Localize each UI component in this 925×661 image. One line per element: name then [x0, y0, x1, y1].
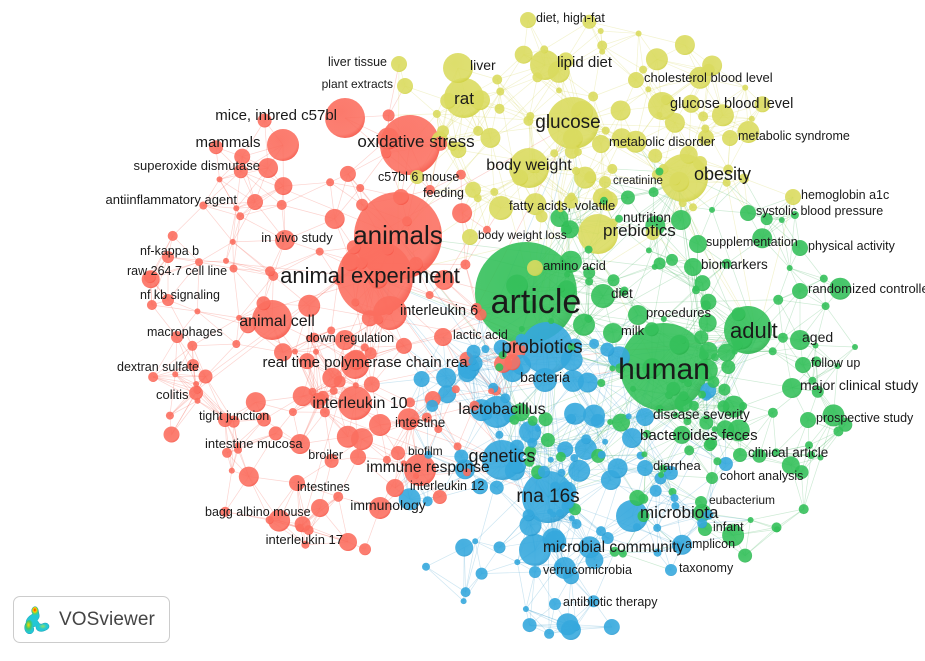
svg-text:dextran sulfate: dextran sulfate: [117, 360, 199, 374]
svg-text:body weight: body weight: [486, 157, 572, 174]
svg-text:adult: adult: [730, 318, 778, 343]
svg-text:glucose: glucose: [535, 112, 601, 133]
svg-text:raw 264.7 cell line: raw 264.7 cell line: [127, 264, 227, 278]
svg-text:lactic acid: lactic acid: [453, 328, 508, 342]
svg-text:amino acid: amino acid: [543, 258, 606, 273]
svg-text:milk: milk: [621, 323, 645, 338]
svg-text:body weight loss: body weight loss: [478, 228, 567, 242]
svg-text:supplementation: supplementation: [706, 235, 798, 249]
svg-text:rat: rat: [454, 89, 474, 108]
svg-text:immunology: immunology: [350, 497, 425, 513]
svg-text:physical activity: physical activity: [808, 239, 896, 253]
svg-text:bacteroides feces: bacteroides feces: [640, 427, 758, 444]
svg-text:liver: liver: [470, 57, 496, 73]
svg-text:diet: diet: [611, 286, 633, 301]
svg-text:intestine: intestine: [395, 415, 445, 430]
svg-text:interleukin 6: interleukin 6: [400, 303, 478, 319]
svg-text:microbial community: microbial community: [543, 539, 685, 556]
svg-text:nf-kappa b: nf-kappa b: [140, 244, 199, 258]
svg-text:lactobacillus: lactobacillus: [458, 401, 545, 418]
svg-text:in vivo study: in vivo study: [261, 230, 333, 245]
svg-text:microbiota: microbiota: [640, 503, 719, 522]
svg-text:tight junction: tight junction: [199, 409, 269, 423]
svg-text:diarrhea: diarrhea: [653, 458, 701, 473]
svg-text:diet, high-fat: diet, high-fat: [536, 11, 605, 25]
svg-text:verrucomicrobia: verrucomicrobia: [543, 563, 632, 577]
svg-text:nutrition: nutrition: [623, 210, 671, 225]
svg-text:colitis: colitis: [156, 387, 189, 402]
svg-text:animals: animals: [353, 220, 443, 250]
svg-text:down regulation: down regulation: [306, 331, 394, 345]
svg-text:taxonomy: taxonomy: [679, 561, 734, 575]
svg-text:amplicon: amplicon: [685, 537, 735, 551]
svg-text:mice, inbred c57bl: mice, inbred c57bl: [215, 107, 337, 124]
svg-text:nf kb signaling: nf kb signaling: [140, 288, 220, 302]
svg-text:bagg albino mouse: bagg albino mouse: [205, 505, 311, 519]
svg-text:randomized controlled trial: randomized controlled trial: [808, 281, 925, 296]
svg-text:animal cell: animal cell: [239, 313, 315, 330]
svg-text:c57bl 6 mouse: c57bl 6 mouse: [378, 170, 459, 184]
svg-text:interleukin 10: interleukin 10: [312, 395, 407, 412]
svg-text:cholesterol blood level: cholesterol blood level: [644, 70, 773, 85]
svg-text:infant: infant: [713, 520, 744, 534]
svg-text:obesity: obesity: [694, 164, 751, 184]
svg-text:procedures: procedures: [646, 305, 712, 320]
svg-text:metabolic disorder: metabolic disorder: [609, 134, 716, 149]
svg-text:lipid diet: lipid diet: [557, 54, 613, 71]
svg-text:probiotics: probiotics: [501, 337, 582, 358]
svg-text:prospective study: prospective study: [816, 411, 914, 425]
svg-text:biomarkers: biomarkers: [701, 257, 768, 272]
svg-text:mammals: mammals: [195, 134, 260, 151]
svg-text:article: article: [491, 283, 582, 321]
svg-text:rna 16s: rna 16s: [516, 486, 579, 507]
svg-text:disease severity: disease severity: [653, 407, 750, 422]
svg-text:metabolic syndrome: metabolic syndrome: [738, 129, 850, 143]
svg-text:eubacterium: eubacterium: [709, 493, 775, 507]
svg-text:oxidative stress: oxidative stress: [357, 132, 474, 151]
svg-text:feeding: feeding: [423, 186, 464, 200]
svg-text:fatty acids, volatile: fatty acids, volatile: [509, 198, 615, 213]
svg-text:interleukin 17: interleukin 17: [266, 532, 343, 547]
svg-text:biofilm: biofilm: [408, 444, 443, 458]
svg-text:real time polymerase chain rea: real time polymerase chain rea: [262, 354, 468, 371]
svg-text:aged: aged: [802, 329, 833, 345]
svg-text:plant extracts: plant extracts: [322, 77, 393, 91]
svg-text:bacteria: bacteria: [520, 369, 570, 385]
svg-text:intestine mucosa: intestine mucosa: [205, 436, 303, 451]
svg-text:antiinflammatory agent: antiinflammatory agent: [105, 192, 237, 207]
svg-text:broiler: broiler: [308, 448, 343, 462]
svg-text:liver tissue: liver tissue: [328, 55, 387, 69]
svg-text:interleukin 12: interleukin 12: [410, 479, 484, 493]
svg-text:antibiotic therapy: antibiotic therapy: [563, 595, 658, 609]
svg-text:superoxide dismutase: superoxide dismutase: [134, 158, 260, 173]
svg-text:intestines: intestines: [297, 480, 350, 494]
svg-text:glucose blood level: glucose blood level: [670, 96, 793, 112]
svg-text:macrophages: macrophages: [147, 325, 223, 339]
svg-text:systolic blood pressure: systolic blood pressure: [756, 204, 883, 218]
svg-text:hemoglobin a1c: hemoglobin a1c: [801, 188, 889, 202]
svg-text:cohort analysis: cohort analysis: [720, 469, 803, 483]
svg-text:follow up: follow up: [811, 356, 860, 370]
svg-text:animal experiment: animal experiment: [280, 263, 460, 288]
svg-text:genetics: genetics: [468, 446, 535, 466]
svg-text:major clinical study: major clinical study: [800, 377, 918, 393]
svg-text:creatinine: creatinine: [613, 175, 663, 187]
svg-text:human: human: [618, 353, 710, 386]
svg-text:clinical article: clinical article: [748, 445, 828, 460]
